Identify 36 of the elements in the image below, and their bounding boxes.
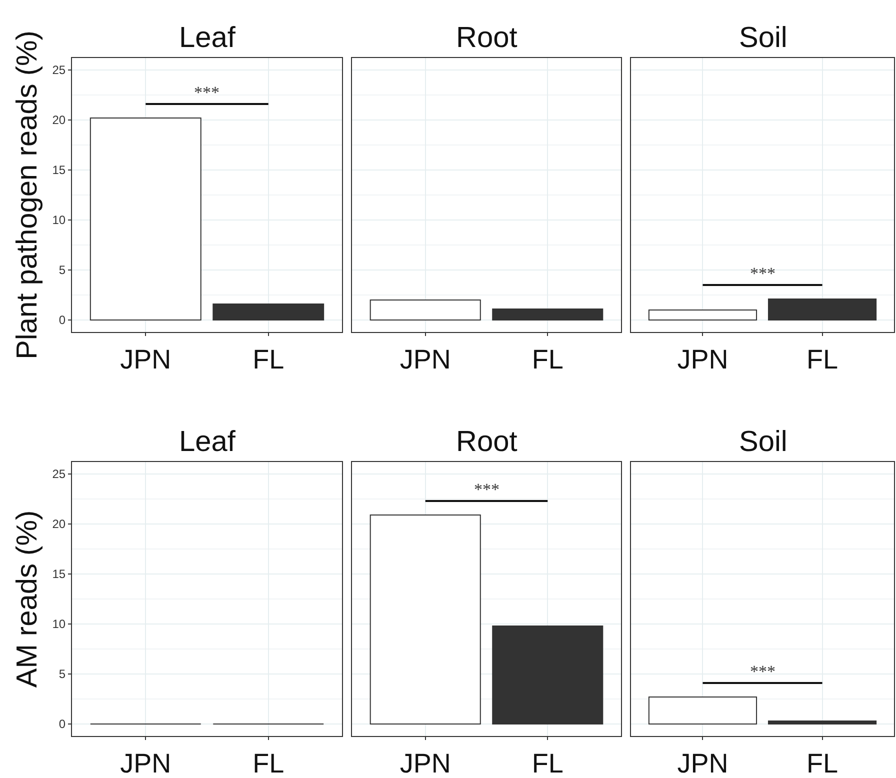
chart-title: Leaf (179, 426, 236, 458)
y-tick-label: 5 (58, 263, 66, 278)
chart-title: Leaf (179, 22, 236, 54)
y-tick-label: 25 (52, 467, 66, 482)
x-tick-label: FL (806, 748, 838, 778)
x-tick-label: JPN (677, 344, 728, 374)
y-tick-label: 10 (52, 213, 66, 228)
annotation: *** (194, 83, 220, 102)
y-tick-label: 20 (52, 113, 66, 128)
x-tick-label: FL (532, 344, 564, 374)
x-tick-label: JPN (677, 748, 728, 778)
y-tick-label: 20 (52, 517, 66, 532)
annotation: *** (750, 264, 776, 283)
x-tick-label: JPN (120, 748, 172, 778)
chart-title: Soil (739, 22, 788, 54)
x-tick-label: FL (252, 748, 284, 778)
y-tick-label: 0 (58, 313, 66, 328)
x-tick-label: JPN (400, 344, 451, 374)
y-tick-label: 15 (52, 567, 66, 582)
x-tick-label: FL (252, 344, 284, 374)
x-tick-label: FL (806, 344, 838, 374)
y-tick-label: 15 (52, 163, 66, 178)
x-tick-label: FL (532, 748, 564, 778)
y-tick-label: 5 (58, 667, 66, 682)
chart-title: Soil (739, 426, 788, 458)
y-tick-label: 25 (52, 63, 66, 78)
annotation: *** (474, 480, 500, 499)
x-tick-label: JPN (400, 748, 451, 778)
chart-title: Root (456, 426, 518, 458)
y-axis-title: AM reads (%) (12, 510, 44, 688)
annotation: *** (750, 662, 776, 681)
y-axis-title: Plant pathogen reads (%) (12, 30, 44, 360)
x-tick-label: JPN (120, 344, 172, 374)
chart-title: Root (456, 22, 518, 54)
y-tick-label: 10 (52, 617, 66, 632)
y-tick-label: 0 (58, 717, 66, 732)
